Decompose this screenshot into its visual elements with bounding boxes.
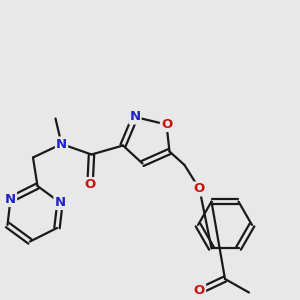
- Text: O: O: [194, 284, 205, 298]
- Text: N: N: [56, 137, 67, 151]
- Text: N: N: [129, 110, 141, 124]
- Text: N: N: [54, 196, 66, 209]
- Text: O: O: [194, 182, 205, 196]
- Text: O: O: [161, 118, 172, 131]
- Text: O: O: [84, 178, 96, 191]
- Text: N: N: [5, 193, 16, 206]
